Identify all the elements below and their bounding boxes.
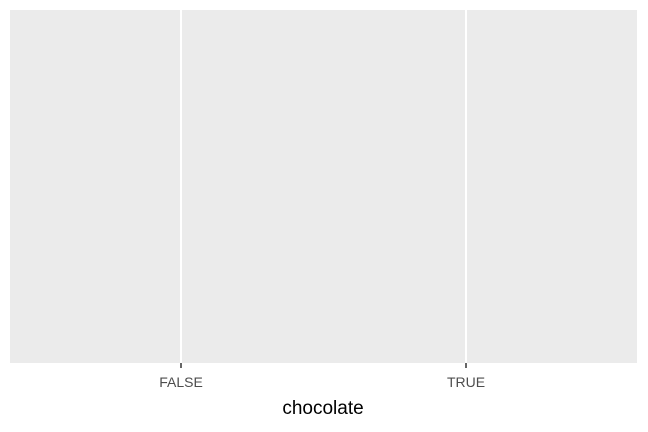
x-axis-title: chocolate bbox=[282, 398, 363, 419]
tick-label-false: FALSE bbox=[159, 374, 203, 390]
gridlines bbox=[180, 10, 467, 363]
tick-label-true: TRUE bbox=[447, 374, 485, 390]
plot-panel bbox=[10, 10, 637, 363]
x-axis-ticks bbox=[180, 363, 467, 368]
x-axis-tick-labels: FALSE TRUE bbox=[159, 374, 485, 390]
